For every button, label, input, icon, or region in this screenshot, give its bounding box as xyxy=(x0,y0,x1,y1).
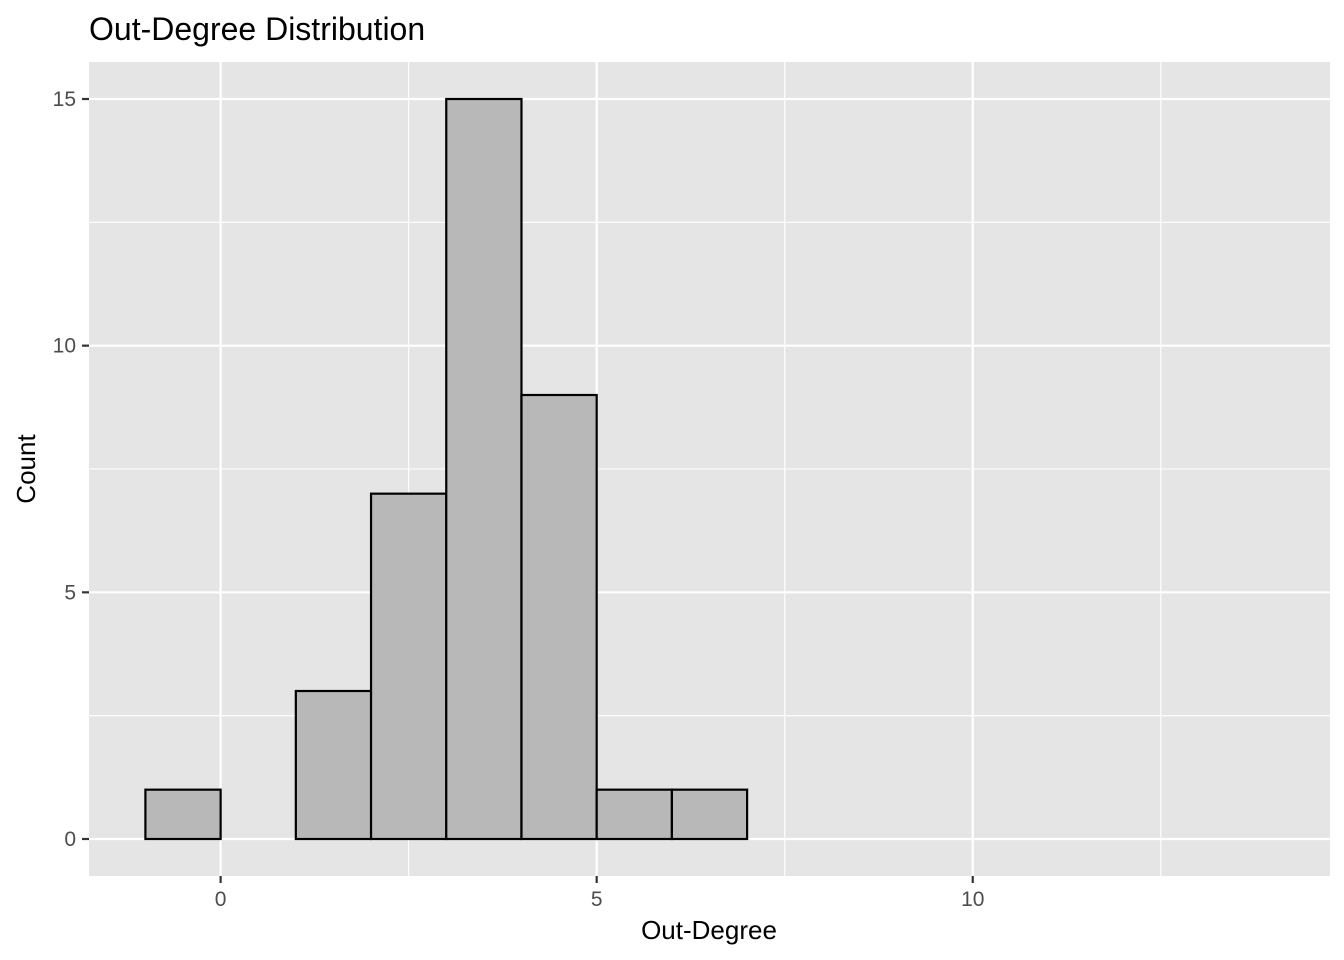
y-tick-label: 10 xyxy=(53,335,76,358)
chart-title: Out-Degree Distribution xyxy=(89,11,425,47)
y-axis: 0 5 10 15 xyxy=(53,88,89,851)
y-axis-title: Count xyxy=(11,434,41,504)
histogram-bar xyxy=(369,492,448,841)
x-tick-label: 10 xyxy=(961,888,984,911)
y-tick-label: 15 xyxy=(53,88,76,111)
histogram-bar xyxy=(595,788,673,841)
x-tick-label: 0 xyxy=(215,888,227,911)
histogram-bar xyxy=(445,97,523,841)
histogram-bar xyxy=(670,788,749,841)
histogram-bar xyxy=(144,788,222,841)
y-tick-label: 5 xyxy=(64,581,76,604)
x-axis-title: Out-Degree xyxy=(641,915,777,945)
x-axis: 0 5 10 xyxy=(215,876,984,911)
y-tick-label: 0 xyxy=(64,828,76,851)
histogram-bars xyxy=(144,97,749,841)
x-tick-label: 5 xyxy=(591,888,603,911)
histogram-bar xyxy=(294,689,373,841)
histogram-bar xyxy=(520,393,598,841)
